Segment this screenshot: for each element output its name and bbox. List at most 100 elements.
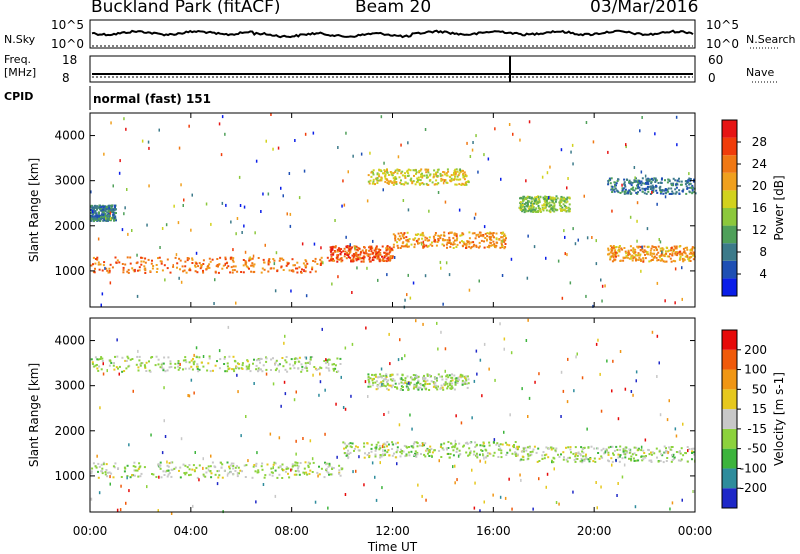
- scatter-point: [349, 251, 351, 254]
- scatter-point: [682, 257, 685, 260]
- scatter-point: [501, 239, 504, 243]
- scatter-point: [433, 240, 436, 243]
- scatter-point: [676, 179, 679, 182]
- scatter-point: [401, 233, 404, 236]
- scatter-point: [389, 255, 392, 258]
- scatter-point: [253, 464, 256, 466]
- scatter-point: [367, 378, 370, 381]
- scatter-point: [251, 264, 254, 267]
- scatter-point: [312, 461, 315, 464]
- scatter-point: [514, 451, 517, 454]
- scatter-point: [289, 224, 292, 228]
- scatter-point: [356, 266, 358, 270]
- scatter-point: [614, 251, 617, 254]
- scatter-point: [94, 258, 97, 260]
- scatter-point: [419, 179, 422, 182]
- scatter-point: [360, 257, 363, 260]
- scatter-point: [189, 269, 192, 272]
- scatter-point: [404, 172, 406, 175]
- scatter-point: [487, 157, 490, 161]
- scatter-point: [636, 245, 639, 248]
- scatter-point: [257, 369, 260, 372]
- scatter-point: [104, 208, 107, 211]
- scatter-point: [442, 181, 445, 185]
- scatter-point: [179, 476, 182, 479]
- scatter-point: [251, 262, 254, 265]
- scatter-point: [330, 253, 333, 256]
- scatter-point: [490, 232, 492, 235]
- scatter-point: [126, 476, 128, 480]
- scatter-point: [109, 281, 112, 285]
- scatter-point: [664, 299, 666, 303]
- scatter-point: [630, 255, 633, 258]
- colorbar-swatch: [722, 409, 737, 429]
- scatter-point: [446, 448, 448, 451]
- scatter-point: [454, 439, 457, 443]
- scatter-point: [400, 385, 403, 388]
- scatter-point: [177, 362, 180, 365]
- scatter-point: [408, 454, 411, 457]
- scatter-point: [651, 189, 654, 192]
- scatter-point: [404, 377, 407, 380]
- scatter-point: [576, 352, 578, 356]
- scatter-point: [404, 298, 406, 302]
- scatter-point: [457, 376, 460, 379]
- scatter-point: [434, 377, 436, 380]
- scatter-point: [138, 269, 141, 272]
- scatter-point: [330, 255, 333, 258]
- scatter-point: [510, 257, 513, 261]
- scatter-point: [345, 446, 347, 449]
- scatter-point: [612, 256, 615, 259]
- scatter-point: [412, 446, 415, 449]
- scatter-point: [385, 373, 388, 376]
- scatter-point: [628, 181, 631, 184]
- scatter-point: [260, 271, 263, 274]
- scatter-point: [395, 181, 398, 183]
- scatter-point: [438, 459, 440, 463]
- scatter-point: [391, 255, 394, 258]
- scatter-point: [455, 239, 458, 242]
- scatter-point: [366, 266, 368, 270]
- scatter-point: [643, 249, 646, 252]
- scatter-point: [538, 477, 540, 481]
- scatter-point: [495, 232, 498, 235]
- power-scatter: [90, 113, 697, 309]
- scatter-point: [689, 249, 692, 252]
- scatter-point: [439, 387, 442, 390]
- scatter-point: [658, 361, 660, 365]
- scatter-point: [99, 206, 102, 209]
- scatter-point: [482, 453, 484, 457]
- scatter-point: [494, 127, 496, 131]
- scatter-point: [357, 246, 360, 249]
- scatter-point: [623, 463, 626, 467]
- scatter-point: [156, 267, 159, 270]
- scatter-point: [632, 255, 635, 258]
- scatter-point: [102, 264, 105, 267]
- scatter-point: [170, 365, 173, 368]
- scatter-point: [114, 212, 117, 214]
- scatter-point: [90, 214, 93, 217]
- scatter-point: [202, 457, 204, 461]
- scatter-point: [182, 359, 185, 362]
- scatter-point: [96, 367, 99, 370]
- scatter-point: [651, 191, 653, 194]
- scatter-point: [511, 507, 513, 511]
- scatter-point: [331, 363, 334, 366]
- scatter-point: [265, 360, 268, 363]
- scatter-point: [363, 483, 365, 487]
- scatter-point: [671, 253, 674, 256]
- scatter-point: [246, 359, 249, 362]
- scatter-point: [374, 449, 377, 452]
- scatter-point: [434, 234, 437, 236]
- scatter-point: [314, 257, 317, 260]
- scatter-point: [444, 381, 447, 384]
- scatter-point: [657, 460, 660, 463]
- scatter-point: [422, 377, 425, 380]
- scatter-point: [102, 210, 105, 213]
- scatter-point: [337, 146, 339, 149]
- scatter-point: [678, 258, 681, 261]
- scatter-point: [243, 224, 245, 228]
- scatter-point: [624, 190, 627, 193]
- scatter-point: [95, 217, 98, 220]
- colorbar-swatch: [722, 330, 737, 350]
